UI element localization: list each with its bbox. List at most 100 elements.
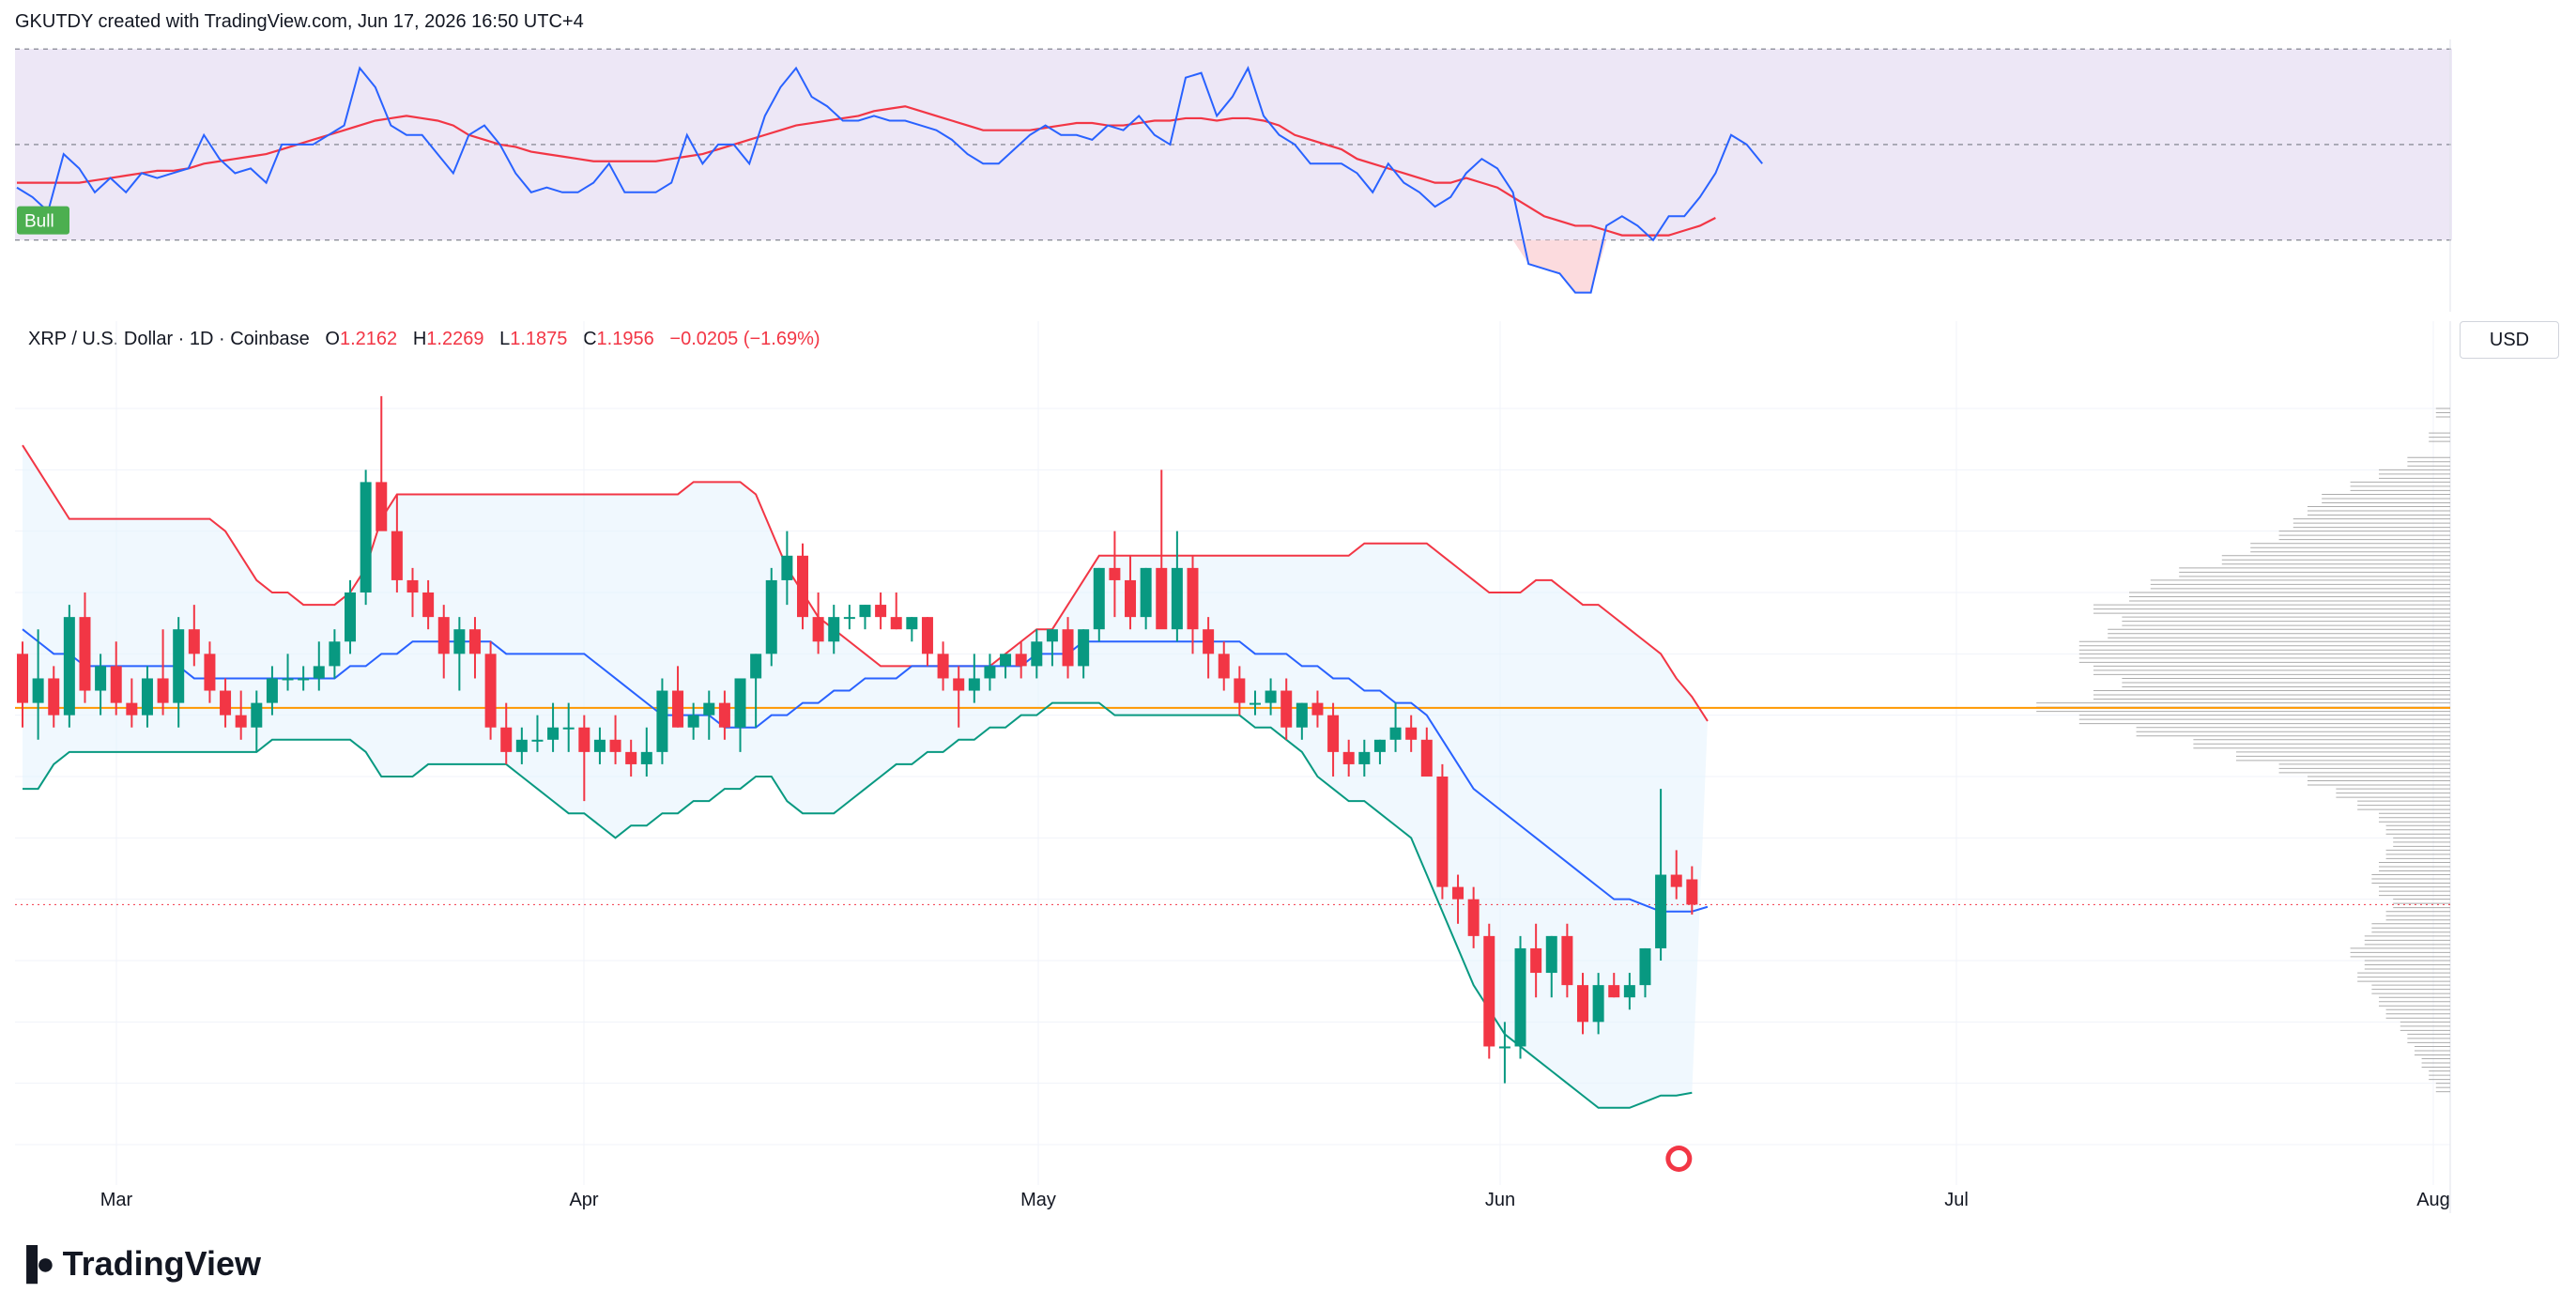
candle-body (1327, 715, 1340, 752)
candle-body (625, 751, 637, 764)
low-value: 1.1875 (510, 329, 568, 349)
candle-body (1592, 985, 1604, 1023)
candle-body (48, 678, 60, 716)
candle-body (360, 482, 372, 592)
candle-body (937, 654, 949, 679)
candle-body (1078, 629, 1090, 667)
event-flag-icon-inner (1670, 1150, 1688, 1167)
candle-body (515, 739, 528, 752)
candle-body (282, 678, 294, 681)
rsi-oversold-fill (1512, 239, 1607, 293)
candle-body (95, 666, 107, 691)
candle-body (1420, 739, 1433, 777)
candle-body (391, 531, 403, 580)
close-label: C (583, 329, 597, 349)
candle-body (500, 727, 513, 752)
candle-body (1670, 874, 1682, 887)
candle-body (1000, 654, 1012, 667)
candle-body (79, 617, 91, 691)
tradingview-wordmark: TradingView (62, 1244, 262, 1283)
candle-body (1623, 985, 1635, 998)
candle-body (1561, 935, 1573, 986)
candle-body (547, 727, 560, 740)
candle-body (734, 678, 746, 728)
candle-body (1218, 654, 1230, 679)
candle-body (1280, 690, 1293, 728)
candle-body (32, 678, 44, 703)
price-chart[interactable]: 1.60001.55001.50001.45001.40001.35001.30… (15, 321, 2452, 1213)
candle-body (1265, 690, 1277, 703)
candle-body (313, 666, 325, 679)
candle-body (1203, 629, 1215, 654)
candle-body (609, 739, 621, 752)
close-value: 1.1956 (596, 329, 654, 349)
candle-body (968, 678, 980, 691)
open-label: O (325, 329, 340, 349)
rsi-bull-badge-label: Bull (24, 212, 54, 232)
candle-body (531, 739, 544, 742)
candle-body (953, 678, 965, 691)
candle-body (251, 702, 263, 728)
candle-body (578, 727, 590, 752)
candle-body (376, 482, 388, 531)
time-tick-label: May (1020, 1190, 1056, 1210)
candle-body (1389, 727, 1402, 740)
candle-body (1187, 567, 1199, 630)
change-value: −0.0205 (−1.69%) (669, 329, 820, 349)
rsi-bull-badge (17, 206, 69, 235)
candle-body (875, 605, 887, 618)
low-label: L (499, 329, 511, 349)
time-tick-label: Jul (1944, 1190, 1969, 1210)
high-value: 1.2269 (426, 329, 484, 349)
chart-attribution: GKUTDY created with TradingView.com, Jun… (15, 11, 584, 32)
candle-body (797, 555, 808, 618)
candle-body (1311, 702, 1324, 716)
candle-body (828, 617, 840, 642)
candle-body (765, 579, 777, 654)
rsi-panel[interactable]: 60.0040.0020.00Bull (15, 39, 2452, 312)
candle-body (781, 555, 793, 580)
candle-body (1436, 777, 1449, 887)
tradingview-logo[interactable]: ▐● TradingView (15, 1244, 261, 1284)
candle-body (1062, 629, 1074, 667)
open-value: 1.2162 (339, 329, 398, 349)
candle-body (1093, 567, 1105, 630)
candle-body (110, 666, 122, 703)
candle-body (1373, 739, 1386, 752)
candle-body (687, 715, 699, 728)
candle-body (453, 629, 466, 654)
candle-body (298, 678, 310, 681)
candle-body (1125, 579, 1137, 618)
candle-body (1483, 935, 1495, 1047)
candle-body (188, 629, 200, 654)
candle-body (63, 617, 75, 716)
candle-body (984, 666, 996, 679)
candle-body (1156, 567, 1168, 630)
candle-body (1296, 702, 1308, 728)
candle-body (1545, 935, 1557, 974)
price-panel[interactable]: 1.60001.55001.50001.45001.40001.35001.30… (15, 321, 2452, 1213)
candle-body (890, 617, 902, 630)
candle-body (1015, 654, 1027, 667)
candle-body (1249, 702, 1261, 705)
candle-body (1655, 874, 1667, 948)
currency-button[interactable]: USD (2460, 321, 2559, 359)
candle-body (1467, 899, 1480, 936)
candle-body (640, 751, 652, 764)
candle-body (812, 617, 824, 642)
time-tick-label: Jun (1485, 1190, 1515, 1210)
rsi-band (15, 49, 2452, 240)
candle-body (422, 592, 435, 618)
candle-body (906, 617, 918, 630)
bollinger-lower-line (23, 701, 1693, 1109)
candle-body (562, 727, 575, 730)
candle-body (1031, 641, 1043, 667)
candle-body (1498, 1046, 1510, 1049)
time-tick-label: Mar (100, 1190, 133, 1210)
candle-body (329, 641, 341, 667)
candle-body (593, 739, 606, 752)
candle-body (235, 715, 247, 728)
candle-body (1234, 678, 1246, 703)
candle-body (718, 702, 730, 728)
rsi-chart[interactable]: 60.0040.0020.00Bull (15, 39, 2452, 312)
